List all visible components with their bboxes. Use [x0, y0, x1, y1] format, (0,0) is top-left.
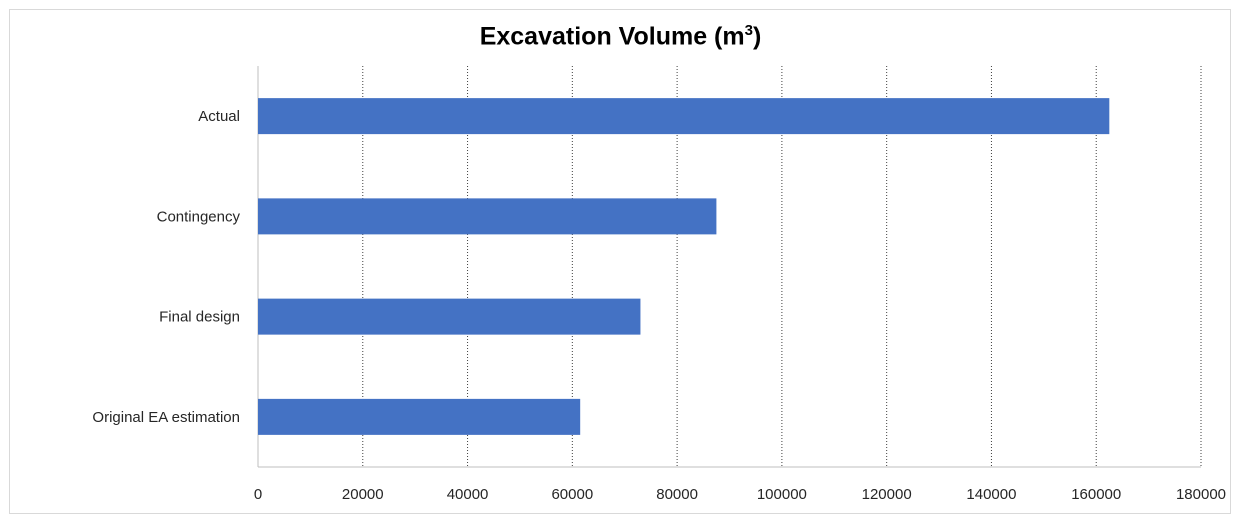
x-tick-label: 160000 — [1071, 486, 1121, 503]
category-label: Original EA estimation — [92, 409, 240, 426]
bar — [258, 198, 717, 235]
chart-title-text: Excavation Volume (m — [479, 22, 745, 51]
bar — [258, 398, 581, 435]
bar — [258, 98, 1110, 135]
x-tick-label: 140000 — [966, 486, 1016, 503]
x-tick-label: 40000 — [447, 486, 489, 503]
category-label: Final design — [159, 309, 240, 326]
x-tick-label: 20000 — [342, 486, 384, 503]
chart-frame — [9, 9, 1231, 514]
chart-title-suffix: ) — [752, 22, 762, 51]
x-tick-label: 120000 — [862, 486, 912, 503]
chart-title-superscript: 3 — [744, 22, 753, 39]
x-tick-label: 100000 — [757, 486, 807, 503]
x-tick-label: 0 — [254, 486, 262, 503]
chart-title: Excavation Volume (m3) — [0, 22, 1241, 51]
bar — [258, 298, 641, 335]
x-tick-label: 60000 — [551, 486, 593, 503]
category-label: Actual — [198, 108, 240, 125]
x-tick-label: 80000 — [656, 486, 698, 503]
x-tick-label: 180000 — [1176, 486, 1226, 503]
category-label: Contingency — [157, 208, 241, 225]
